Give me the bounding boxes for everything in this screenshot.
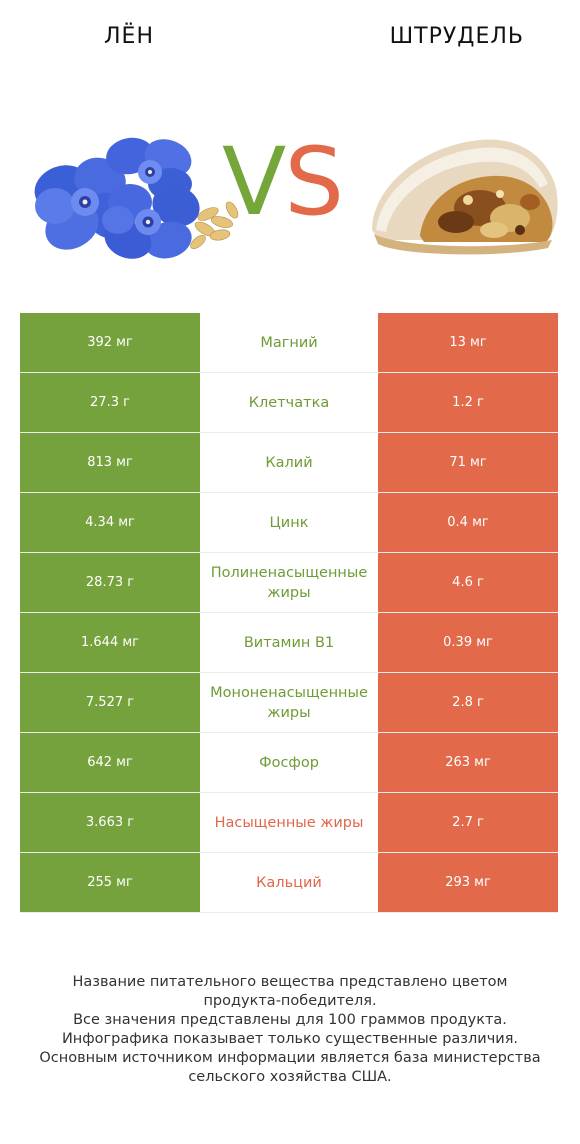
right-value: 263 мг — [378, 733, 558, 792]
right-value: 0.4 мг — [378, 493, 558, 552]
left-value: 4.34 мг — [20, 493, 200, 552]
table-row: 1.644 мг Витамин B1 0.39 мг — [20, 613, 558, 673]
nutrient-name-cell: Калий — [200, 433, 378, 492]
row-divider — [20, 432, 558, 433]
table-row: 813 мг Калий 71 мг — [20, 433, 558, 493]
nutrient-name: Полиненасыщенные жиры — [210, 564, 368, 601]
nutrient-name-cell: Клетчатка — [200, 373, 378, 432]
left-value: 27.3 г — [20, 373, 200, 432]
right-product-title: ШТРУДЕЛЬ — [389, 24, 524, 49]
right-value: 71 мг — [378, 433, 558, 492]
nutrient-name: Калий — [265, 454, 313, 471]
table-row: 7.527 г Мононенасыщенные жиры 2.8 г — [20, 673, 558, 733]
nutrient-name: Цинк — [269, 514, 309, 531]
nutrient-name: Витамин B1 — [243, 634, 335, 651]
left-value: 7.527 г — [20, 673, 200, 732]
nutrient-name-cell: Фосфор — [200, 733, 378, 792]
footer-note: Название питательного вещества представл… — [20, 973, 560, 1087]
table-row: 255 мг Кальций 293 мг — [20, 853, 558, 913]
nutrient-name: Мононенасыщенные жиры — [210, 684, 368, 721]
row-divider — [20, 732, 558, 733]
comparison-table: 392 мг Магний 13 мг 27.3 г Клетчатка 1.2 г 813… — [20, 313, 558, 913]
footer-line: Инфографика показывает только существенн… — [61, 1031, 519, 1047]
row-divider — [20, 852, 558, 853]
nutrient-name-cell: Витамин B1 — [200, 613, 378, 672]
nutrient-name-cell: Цинк — [200, 493, 378, 552]
nutrient-name: Кальций — [256, 874, 322, 891]
left-value: 1.644 мг — [20, 613, 200, 672]
vs-v-letter: V — [222, 128, 286, 237]
right-value: 2.7 г — [378, 793, 558, 852]
table-row: 392 мг Магний 13 мг — [20, 313, 558, 373]
table-row: 28.73 г Полиненасыщенные жиры 4.6 г — [20, 553, 558, 613]
right-value: 2.8 г — [378, 673, 558, 732]
nutrient-name: Магний — [260, 334, 318, 351]
row-divider — [20, 552, 558, 553]
nutrient-name: Фосфор — [259, 754, 319, 771]
strudel-image — [372, 139, 558, 255]
nutrient-name-cell: Насыщенные жиры — [200, 793, 378, 852]
left-product-title: ЛЁН — [104, 24, 154, 49]
row-divider — [20, 912, 558, 913]
left-value: 813 мг — [20, 433, 200, 492]
table-row: 27.3 г Клетчатка 1.2 г — [20, 373, 558, 433]
nutrient-name-cell: Кальций — [200, 853, 378, 912]
right-value: 293 мг — [378, 853, 558, 912]
left-value: 255 мг — [20, 853, 200, 912]
row-divider — [20, 672, 558, 673]
nutrient-name-cell: Мононенасыщенные жиры — [200, 673, 378, 732]
left-value: 392 мг — [20, 313, 200, 372]
footer-line: Название питательного вещества представл… — [72, 974, 508, 990]
footer-line: Основным источником информации является … — [39, 1050, 541, 1066]
footer-line: сельского хозяйства США. — [188, 1069, 392, 1085]
left-value: 28.73 г — [20, 553, 200, 612]
table-row: 3.663 г Насыщенные жиры 2.7 г — [20, 793, 558, 853]
row-divider — [20, 492, 558, 493]
row-divider — [20, 372, 558, 373]
right-value: 1.2 г — [378, 373, 558, 432]
footer-line: Все значения представлены для 100 граммо… — [73, 1012, 507, 1028]
left-value: 3.663 г — [20, 793, 200, 852]
nutrient-name: Клетчатка — [248, 394, 330, 411]
table-row: 642 мг Фосфор 263 мг — [20, 733, 558, 793]
footer-line: продукта-победителя. — [203, 993, 377, 1009]
left-value: 642 мг — [20, 733, 200, 792]
hero-images — [34, 137, 558, 259]
nutrient-name-cell: Полиненасыщенные жиры — [200, 553, 378, 612]
right-value: 0.39 мг — [378, 613, 558, 672]
row-divider — [20, 792, 558, 793]
vs-label: VS — [222, 133, 344, 233]
nutrient-name-cell: Магний — [200, 313, 378, 372]
right-value: 13 мг — [378, 313, 558, 372]
nutrient-name: Насыщенные жиры — [214, 814, 364, 831]
flax-image — [34, 137, 239, 259]
table-row: 4.34 мг Цинк 0.4 мг — [20, 493, 558, 553]
row-divider — [20, 612, 558, 613]
right-value: 4.6 г — [378, 553, 558, 612]
vs-s-letter: S — [284, 128, 344, 237]
